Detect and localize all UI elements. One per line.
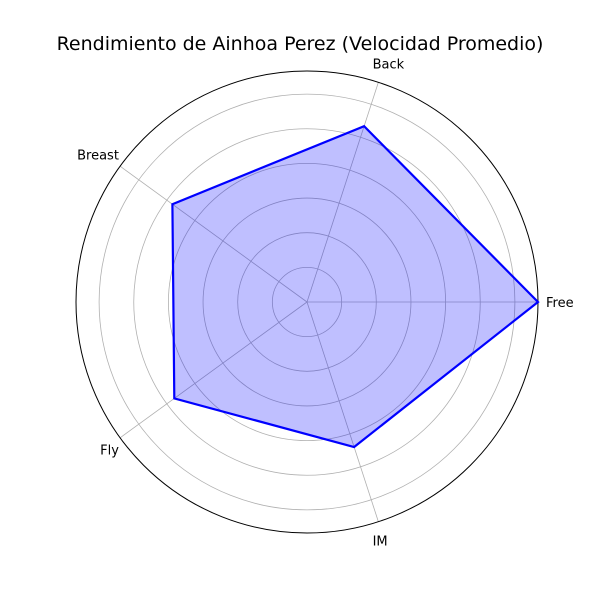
series-area-1 [172, 126, 538, 447]
category-label-im: IM [373, 535, 388, 550]
category-label-breast: Breast [77, 148, 119, 163]
category-label-back: Back [373, 57, 405, 72]
radar-series [172, 126, 538, 447]
chart-title: Rendimiento de Ainhoa Perez (Velocidad P… [57, 33, 544, 55]
category-label-free: Free [546, 296, 574, 311]
category-label-fly: Fly [100, 444, 119, 459]
